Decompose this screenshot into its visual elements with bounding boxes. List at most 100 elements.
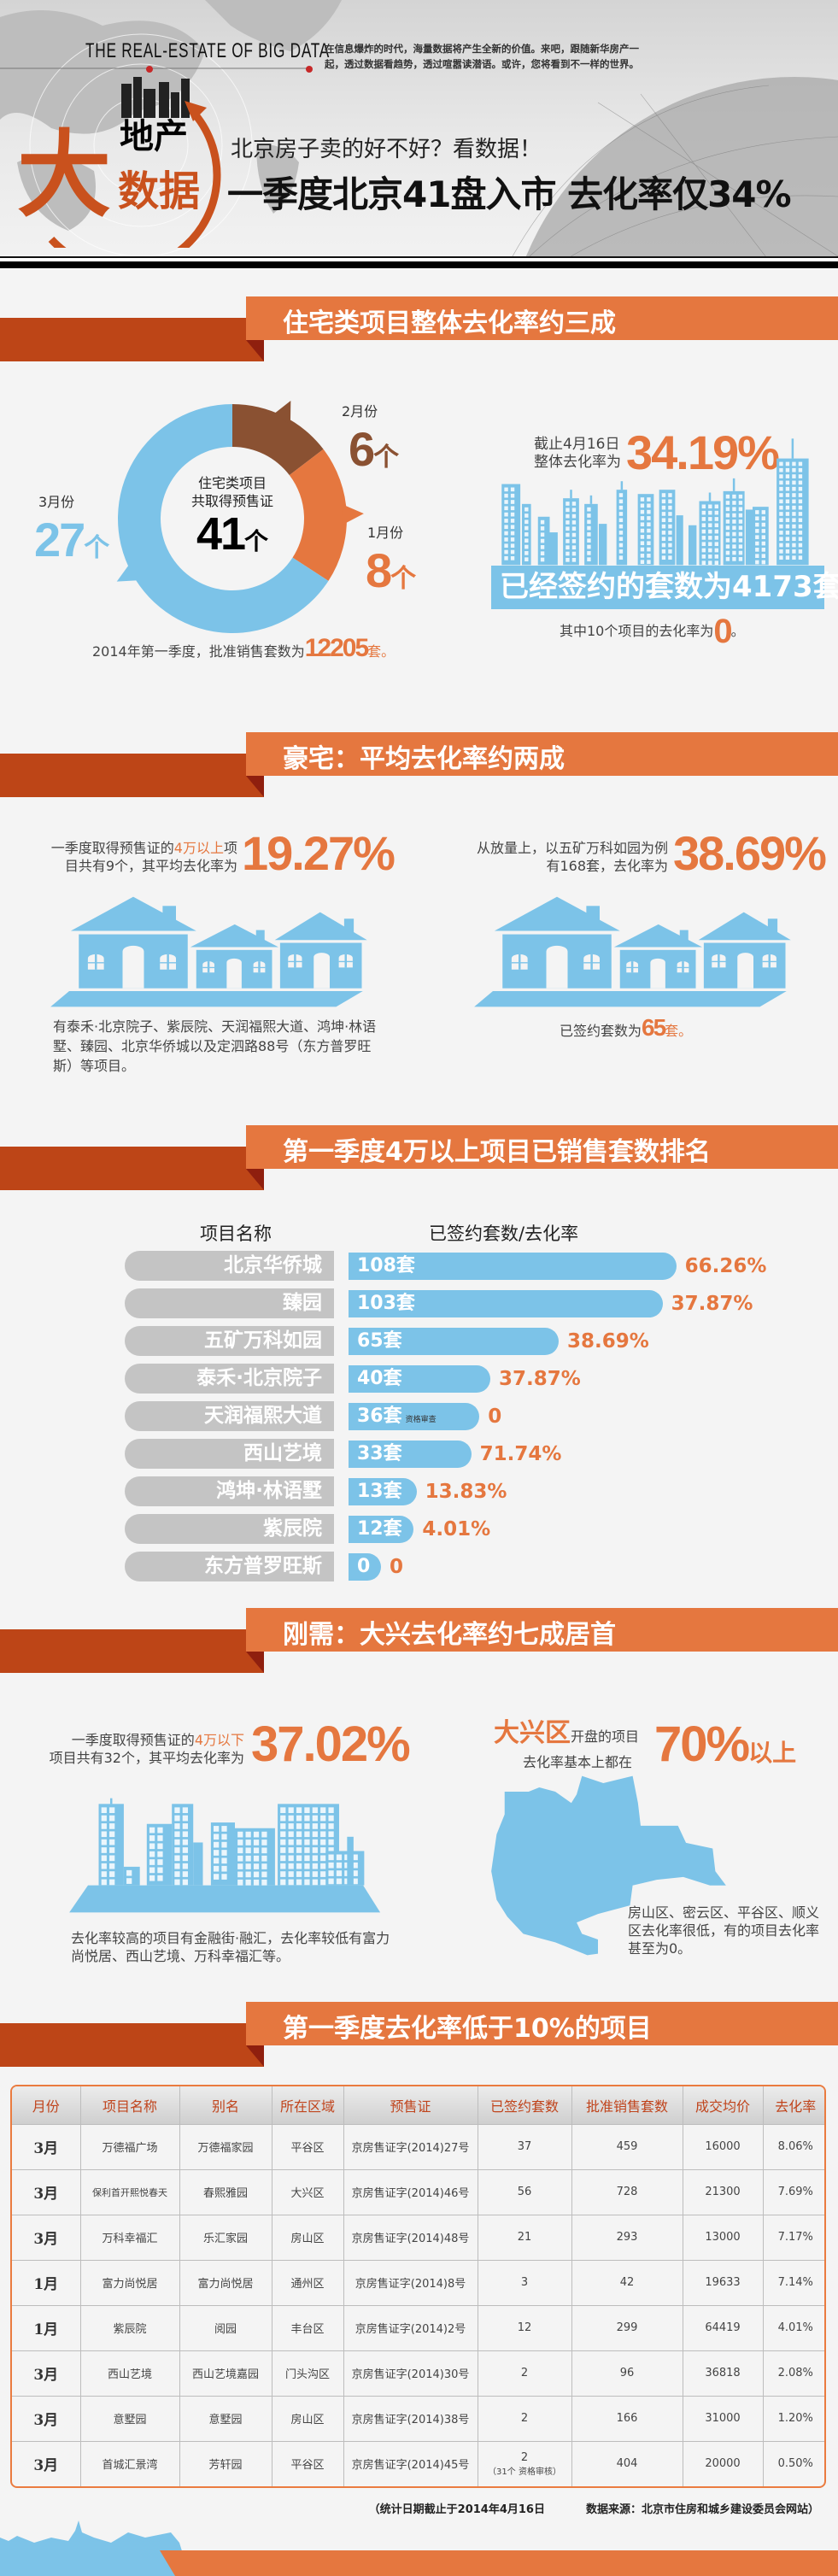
table-header-row: 月份 项目名称 别名 所在区域 预售证 已签约套数 批准销售套数 成交均价 去化率 bbox=[12, 2086, 824, 2124]
bar-sell-through-rate: 66.26% bbox=[684, 1255, 767, 1277]
daxing-text-line2: 去化率基本上都在 bbox=[523, 1754, 633, 1770]
table-cell: 2 （31个 资格审核） bbox=[478, 2440, 572, 2486]
approved-value: 12205 bbox=[304, 634, 369, 662]
subtitle: 北京房子卖的好不好？看数据！ bbox=[231, 137, 542, 162]
approved-suffix: 套。 bbox=[367, 643, 396, 660]
logo-skyline-arc-icon bbox=[48, 77, 221, 248]
table-cell: 2 bbox=[478, 2350, 572, 2396]
donut-value-jan: 8 bbox=[366, 543, 392, 597]
bar-row: 五矿万科如园 65套 38.69% bbox=[0, 1326, 838, 1356]
bar-project-name: 五矿万科如园 bbox=[125, 1326, 334, 1356]
table-cell: 春熙雅园 bbox=[179, 2168, 272, 2215]
zero-note-suffix: 。 bbox=[730, 623, 745, 639]
low-rate-projects-table: 月份 项目名称 别名 所在区域 预售证 已签约套数 批准销售套数 成交均价 去化率 3月 万德福广… bbox=[10, 2085, 826, 2488]
rigid-left-note: 去化率较高的项目有金融街·融汇，去化率较低有富力尚悦居、西山艺境、万科幸福汇等。 bbox=[71, 1930, 390, 1964]
table-cell: 3月 bbox=[12, 2440, 81, 2486]
footer-skyline-decoration bbox=[0, 2520, 838, 2576]
signed-value: 65 bbox=[642, 1014, 666, 1041]
footer-note: （统计日期截止于2014年4月16日 数据来源：北京市住房和城乡建设委员会网站） bbox=[369, 2500, 819, 2516]
bar-signed-units: 103套 bbox=[349, 1290, 663, 1317]
table-cell: 1.20% bbox=[763, 2395, 824, 2441]
donut-unit-mar: 个 bbox=[84, 533, 110, 563]
donut-total-unit: 个 bbox=[244, 527, 269, 555]
daxing-rate-suffix: 以上 bbox=[748, 1739, 797, 1767]
table-cell: 21 bbox=[478, 2214, 572, 2260]
table-cell: 7.14% bbox=[763, 2259, 824, 2305]
luxury-left-text: 一季度取得预售证的4万以上项 目共有9个，其平均去化率为 bbox=[17, 839, 237, 875]
rigid-left-text: 一季度取得预售证的4万以下 项目共有32个，其平均去化率为 bbox=[17, 1731, 244, 1767]
table-cell: 3月 bbox=[12, 2395, 81, 2441]
table-cell: 紫辰院 bbox=[80, 2304, 180, 2350]
table-cell: 3 bbox=[478, 2259, 572, 2305]
text-line: 从放量上，以五矿万科如园为例 bbox=[476, 840, 668, 856]
table-cell: 房山区 bbox=[272, 2214, 344, 2260]
table-cell: 1月 bbox=[12, 2304, 81, 2350]
table-header-cell: 成交均价 bbox=[683, 2086, 764, 2124]
text-part: 套。 bbox=[665, 1023, 693, 1039]
bar-signed-units: 33套 bbox=[349, 1441, 472, 1468]
table-cell: 平谷区 bbox=[272, 2123, 344, 2169]
text-line: 目共有9个，其平均去化率为 bbox=[64, 858, 237, 874]
intro-line: 在信息爆炸的时代，海量数据将产生全新的价值。来吧，跟随新华房产一 bbox=[325, 43, 639, 55]
table-row: 3月 首城汇景湾 芳轩园 平谷区 京房售证字(2014)45号 2 （31个 资格审核） 40… bbox=[12, 2440, 824, 2486]
table-row: 3月 万科幸福汇 乐汇家园 房山区 京房售证字(2014)48号 21 293 13000 7.… bbox=[12, 2214, 824, 2260]
table-row: 3月 万德福广场 万德福家园 平谷区 京房售证字(2014)27号 37 459 16000 8… bbox=[12, 2123, 824, 2169]
table-cell: 丰台区 bbox=[272, 2304, 344, 2350]
daxing-text: 大兴区开盘的项目 bbox=[494, 1719, 639, 1752]
table-header-cell: 别名 bbox=[179, 2086, 272, 2124]
donut-pointer bbox=[272, 400, 291, 425]
table-cell: 京房售证字(2014)45号 bbox=[343, 2440, 478, 2486]
bar-project-name: 北京华侨城 bbox=[125, 1251, 334, 1281]
table-cell: 3月 bbox=[12, 2214, 81, 2260]
table-cell: 平谷区 bbox=[272, 2440, 344, 2486]
table-cell: 459 bbox=[571, 2123, 683, 2169]
donut-slice bbox=[289, 449, 348, 581]
donut-label-mar: 3月份 bbox=[38, 494, 75, 510]
table-row: 3月 西山艺境 西山艺境嘉园 门头沟区 京房售证字(2014)30号 2 96 36818 2.… bbox=[12, 2350, 824, 2396]
table-cell: 意墅园 bbox=[179, 2395, 272, 2441]
bar-row: 东方普罗旺斯 0 0 bbox=[0, 1552, 838, 1581]
logo-text-rest: 数据 bbox=[118, 167, 201, 215]
table-cell: 56 bbox=[478, 2168, 572, 2215]
column-header-project: 项目名称 bbox=[200, 1223, 272, 1244]
beijing-map-icon bbox=[491, 1775, 726, 1956]
table-cell: 意墅园 bbox=[80, 2395, 180, 2441]
donut-pointer bbox=[342, 504, 364, 525]
buildings-icon bbox=[69, 1798, 381, 1913]
table-cell: 京房售证字(2014)2号 bbox=[343, 2304, 478, 2350]
bar-project-name: 西山艺境 bbox=[125, 1439, 334, 1469]
table-cell: 万科幸福汇 bbox=[80, 2214, 180, 2260]
zero-note-value: 0 bbox=[713, 613, 732, 650]
table-cell: 京房售证字(2014)48号 bbox=[343, 2214, 478, 2260]
donut-slice bbox=[118, 404, 329, 633]
stat-date-note: （统计日期截止于2014年4月16日 bbox=[368, 2503, 545, 2516]
table-cell: 96 bbox=[571, 2350, 683, 2396]
table-cell: 京房售证字(2014)8号 bbox=[343, 2259, 478, 2305]
text-part: 开盘的项目 bbox=[571, 1728, 640, 1745]
bar-sell-through-rate: 37.87% bbox=[499, 1368, 581, 1390]
table-cell: 3月 bbox=[12, 2123, 81, 2169]
bar-project-name: 泰禾·北京院子 bbox=[125, 1364, 334, 1394]
section-title: 刚需：大兴去化率约七成居首 bbox=[283, 1620, 616, 1650]
table-cell: 首城汇景湾 bbox=[80, 2440, 180, 2486]
bar-signed-units: 108套 bbox=[349, 1253, 677, 1280]
section-title: 住宅类项目整体去化率约三成 bbox=[283, 308, 616, 338]
table-cell: 0.50% bbox=[763, 2440, 824, 2486]
bar-project-name: 鸿坤·林语墅 bbox=[125, 1476, 334, 1506]
donut-label-feb: 2月份 bbox=[342, 403, 378, 420]
table-cell: 7.17% bbox=[763, 2214, 824, 2260]
text-part: 项 bbox=[223, 840, 237, 856]
table-cell: 16000 bbox=[683, 2123, 764, 2169]
page-title: 一季度北京41盘入市 去化率仅34% bbox=[227, 173, 792, 215]
approved-units-text: 2014年第一季度，批准销售套数为12205套。 bbox=[92, 634, 396, 662]
donut-total-value: 41 bbox=[196, 508, 246, 560]
bar-signed-units: 36套 资格审查 bbox=[349, 1403, 480, 1430]
rigid-avg-rate: 37.02% bbox=[251, 1716, 411, 1772]
bar-project-name: 天润福熙大道 bbox=[125, 1401, 334, 1431]
table-row: 1月 紫辰院 阅园 丰台区 京房售证字(2014)2号 12 299 64419 4.01% bbox=[12, 2304, 824, 2350]
table-cell: 富力尚悦居 bbox=[179, 2259, 272, 2305]
donut-center-line: 共取得预售证 bbox=[190, 493, 273, 509]
bar-signed-units: 40套 bbox=[349, 1365, 490, 1393]
table-cell: 7.69% bbox=[763, 2168, 824, 2215]
bar-sell-through-rate: 37.87% bbox=[671, 1293, 753, 1315]
